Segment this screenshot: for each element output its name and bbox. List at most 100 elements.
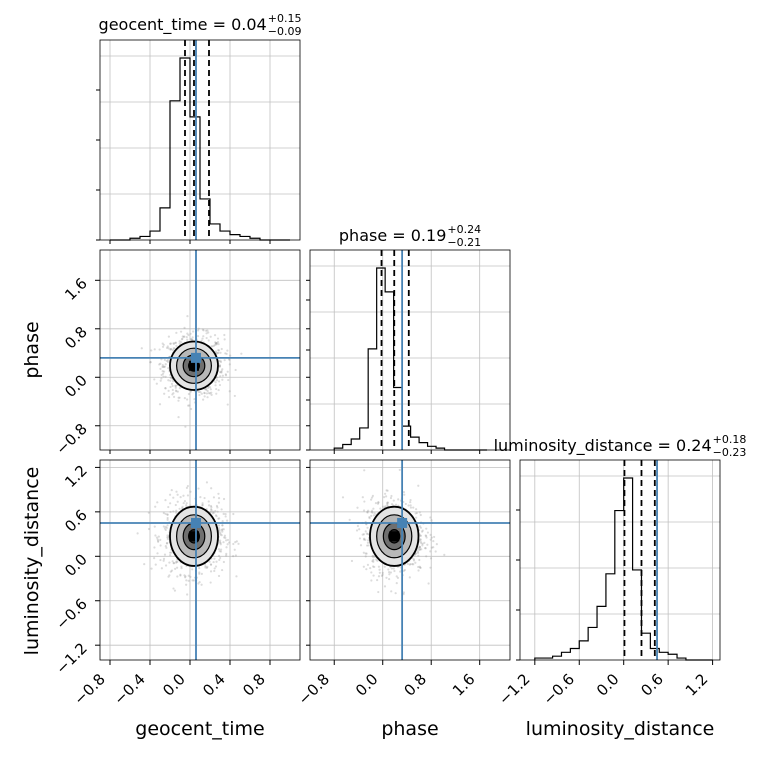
scatter-point [182,335,185,338]
scatter-point [165,359,168,363]
scatter-point [223,359,226,362]
scatter-point [162,343,165,346]
scatter-point [203,496,206,500]
scatter-point [165,546,168,549]
scatter-point [169,385,172,389]
scatter-point [384,492,387,495]
scatter-point [175,566,179,569]
scatter-point [218,383,222,387]
scatter-point [218,364,221,367]
scatter-point [215,560,218,563]
scatter-points [136,481,240,596]
title-plus-error: +0.24 [447,223,481,236]
scatter-point [160,373,163,377]
scatter-point [223,333,226,337]
scatter-point [201,328,205,331]
scatter-point [162,525,165,528]
scatter-point [358,537,362,540]
scatter-point [367,509,370,512]
scatter-point [185,502,188,505]
scatter-point [209,510,212,514]
scatter-point [228,541,231,544]
scatter-point [172,587,175,590]
scatter-point [156,501,159,504]
scatter-point [383,585,387,588]
scatter-point [197,390,200,394]
ytick-label: −1.2 [52,639,90,677]
scatter-point [184,575,187,578]
xaxis-luminosity-distance: −1.2 −0.6 0.0 0.6 1.2 [495,660,714,709]
scatter-point [205,388,208,391]
scatter-point [174,386,177,389]
scatter-point [376,502,380,505]
scatter-point [187,333,190,337]
title-plus-error: +0.15 [268,12,302,25]
scatter-point [374,502,378,505]
scatter-point [212,560,215,564]
scatter-point [220,529,223,532]
scatter-point [178,507,181,510]
scatter-point [417,565,420,569]
scatter-point [218,517,221,520]
scatter-point [167,575,170,578]
scatter-point [200,572,203,575]
scatter-point [150,567,153,570]
scatter-point [430,546,434,549]
scatter-point [385,489,388,492]
scatter-point [161,365,164,369]
scatter-point [407,504,410,507]
scatter-point [168,551,172,554]
scatter-point [375,558,378,561]
scatter-point [215,515,218,518]
density-peak [189,531,199,542]
scatter-point [429,550,432,553]
scatter-point [210,509,213,512]
scatter-point [155,536,159,539]
scatter-point [408,563,411,566]
scatter-point [363,500,366,503]
scatter-point [415,508,418,511]
scatter-point [166,534,169,537]
scatter-point [170,489,173,492]
scatter-point [175,561,178,564]
scatter-point [215,392,218,395]
scatter-point [356,506,359,509]
scatter-point [177,399,180,402]
xaxis-phase: −0.8 0.0 0.8 1.6 [295,660,481,709]
scatter-point [219,360,223,364]
scatter-point [222,528,225,531]
scatter-point [207,500,210,503]
xtick-label: 0.4 [199,670,229,700]
yaxis-luminosity-distance: −1.2 −0.6 0.0 0.6 1.2 [52,462,100,678]
scatter-point [209,581,212,584]
scatter-point [167,379,170,382]
scatter-point [159,362,162,365]
scatter-point [207,339,210,342]
scatter-point [164,525,167,528]
scatter-point [418,558,421,562]
scatter-point [160,377,163,380]
scatter-point [179,495,182,499]
scatter-point [173,347,176,350]
scatter-point [178,342,181,345]
scatter-point [378,568,381,571]
scatter-point [217,517,220,520]
scatter-point [210,506,213,509]
xtick-label: −0.8 [70,670,108,708]
scatter-point [205,332,208,335]
scatter-point [198,393,201,397]
scatter-point [165,541,169,545]
scatter-point [217,554,221,557]
scatter-point [217,526,221,530]
scatter-point [163,365,166,368]
title-luminosity-distance: luminosity_distance = 0.24 +0.18−0.23 [494,433,747,459]
scatter-point [205,481,209,484]
scatter-point [168,561,171,564]
scatter-point [419,513,422,517]
scatter-point [162,375,165,378]
scatter-point [162,559,165,562]
scatter-point [419,526,423,529]
panel-frame [519,459,721,661]
scatter-point [386,501,390,504]
scatter-point [172,562,175,565]
